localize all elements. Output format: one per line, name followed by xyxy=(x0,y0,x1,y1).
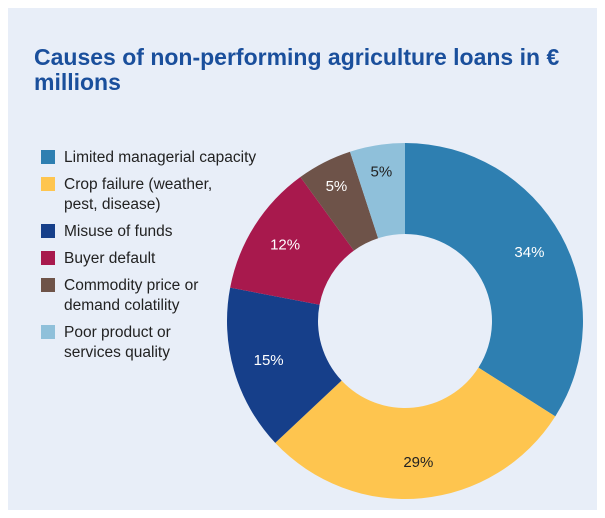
legend-label: Commodity price or demand colatility xyxy=(64,277,199,314)
donut-slice xyxy=(349,143,405,239)
legend-item: Buyer default xyxy=(41,249,291,269)
legend-swatch xyxy=(41,177,55,191)
legend-item: Poor product or services quality xyxy=(41,323,291,363)
legend-label: Crop failure (weather, pest, disease) xyxy=(64,176,213,213)
donut-slice xyxy=(405,143,583,417)
legend-swatch xyxy=(41,150,55,164)
legend-item: Commodity price or demand colatility xyxy=(41,276,291,316)
legend-swatch xyxy=(41,224,55,238)
donut-slice xyxy=(300,151,379,251)
chart-title: Causes of non-performing agriculture loa… xyxy=(34,44,560,95)
legend-swatch xyxy=(41,251,55,265)
legend-item: Limited managerial capacity xyxy=(41,148,291,168)
donut-slice xyxy=(227,287,342,443)
slice-data-label: 15% xyxy=(254,352,284,369)
slice-data-label: 12% xyxy=(270,236,300,253)
legend-label: Limited managerial capacity xyxy=(64,149,257,166)
legend-label: Buyer default xyxy=(64,250,156,267)
legend-label: Misuse of funds xyxy=(64,223,173,240)
slice-data-label: 34% xyxy=(514,244,544,261)
legend-label: Poor product or services quality xyxy=(64,324,171,361)
legend-swatch xyxy=(41,325,55,339)
legend: Limited managerial capacity Crop failure … xyxy=(41,148,291,370)
slice-data-label: 5% xyxy=(371,163,393,180)
slice-data-label: 29% xyxy=(403,454,433,471)
slice-data-label: 5% xyxy=(326,178,348,195)
legend-swatch xyxy=(41,278,55,292)
donut-slice xyxy=(275,367,556,499)
legend-item: Misuse of funds xyxy=(41,222,291,242)
legend-item: Crop failure (weather, pest, disease) xyxy=(41,175,291,215)
donut-slice xyxy=(230,176,354,305)
